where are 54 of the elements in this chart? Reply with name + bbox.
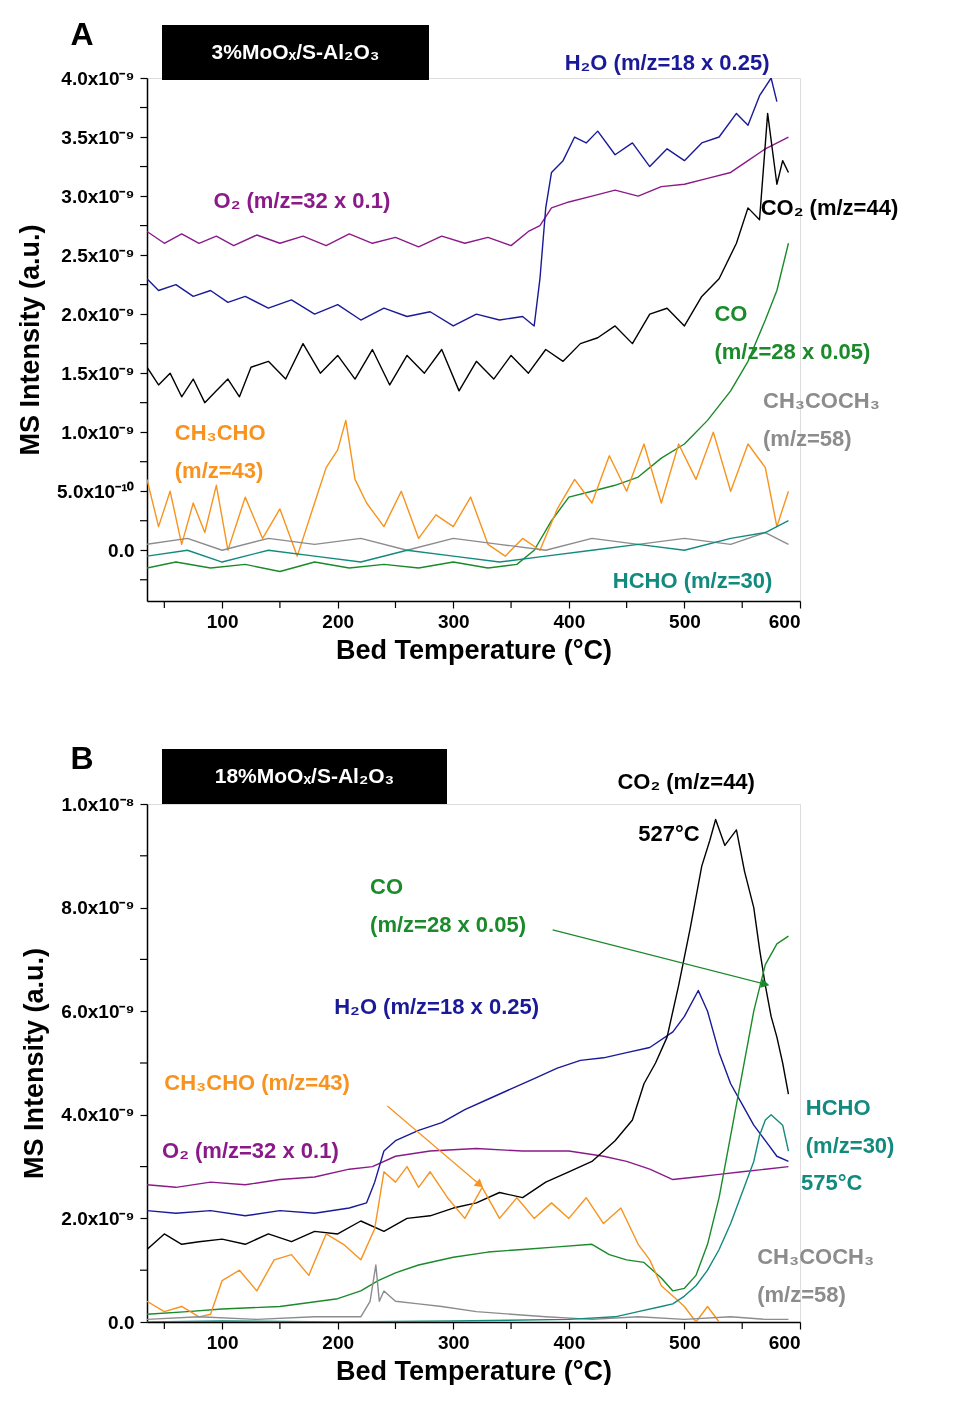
line-series [147,520,790,563]
x-tick-label: 200 [322,610,355,632]
annotation: 575°C [801,1169,863,1195]
y-tick-label: 0.0 [108,539,135,561]
x-tick-label: 100 [206,610,239,632]
y-tick-label: 5.0x10⁻¹⁰ [57,480,135,502]
annotation: 527°C [638,820,700,846]
series-label: CH₃CHO (m/z=43) [174,420,266,484]
y-tick-label: 6.0x10⁻⁹ [61,1000,135,1022]
x-tick-label: 600 [768,610,801,632]
series-label: HCHO (m/z=30) [805,1094,895,1158]
y-tick-label: 1.0x10⁻⁹ [61,421,135,443]
text: CO (m/z=28 x 0.05) [370,874,526,938]
x-tick-label: 300 [437,1331,470,1353]
y-tick-label: 4.0x10⁻⁹ [61,67,135,89]
line-series [147,531,790,551]
x-tick-label: 400 [553,610,586,632]
series-label: O₂ (m/z=32 x 0.1) [213,187,391,213]
series-label: CO₂ (m/z=44) [760,194,899,220]
x-tick-label: 500 [669,1331,701,1353]
chart-subtitle: 18%MoOₓ/S-Al₂O₃ [214,763,395,787]
series-label: CO₂ (m/z=44) [617,768,755,794]
chart-title: B [70,740,94,776]
y-tick-label: 0.0 [108,1311,135,1333]
y-tick-label: 2.0x10⁻⁹ [61,303,135,325]
series-label: HCHO (m/z=30) [612,567,773,593]
y-tick-label: 2.5x10⁻⁹ [61,244,135,266]
text: CH₃CHO (m/z=43) [164,1069,350,1095]
y-axis-title: MS Intensity (a.u.) [19,947,50,1180]
text: CH₃COCH₃ (m/z=58) [763,388,880,452]
text: H₂O (m/z=18 x 0.25) [334,994,540,1020]
chart-subtitle: 3%MoOₓ/S-Al₂O₃ [211,39,380,63]
x-tick-label: 200 [322,1331,355,1353]
x-tick-label: 500 [669,610,701,632]
line-series [147,1165,720,1322]
series-label: O₂ (m/z=32 x 0.1) [162,1138,339,1164]
y-tick-label: 1.0x10⁻⁸ [61,793,135,815]
line-series [147,989,790,1217]
y-tick-label: 3.5x10⁻⁹ [61,126,135,148]
x-tick-label: 100 [206,1331,239,1353]
chart-title: A [70,16,94,52]
y-tick-label: 3.0x10⁻⁹ [61,185,135,207]
x-axis-title: Bed Temperature (°C) [336,1355,612,1386]
y-tick-label: 1.5x10⁻⁹ [61,362,135,384]
x-tick-label: 400 [553,1331,586,1353]
y-tick-label: 8.0x10⁻⁹ [61,897,135,919]
y-axis-title: MS Intensity (a.u.) [15,224,46,456]
series-label: CH₃COCH₃ (m/z=58) [757,1243,875,1307]
x-axis-title: Bed Temperature (°C) [336,634,612,665]
series-label: H₂O (m/z=18 x 0.25) [564,49,770,75]
x-tick-label: 300 [437,610,470,632]
y-tick-label: 2.0x10⁻⁹ [61,1207,135,1229]
y-tick-label: 4.0x10⁻⁹ [61,1104,135,1126]
x-tick-label: 600 [768,1331,801,1353]
